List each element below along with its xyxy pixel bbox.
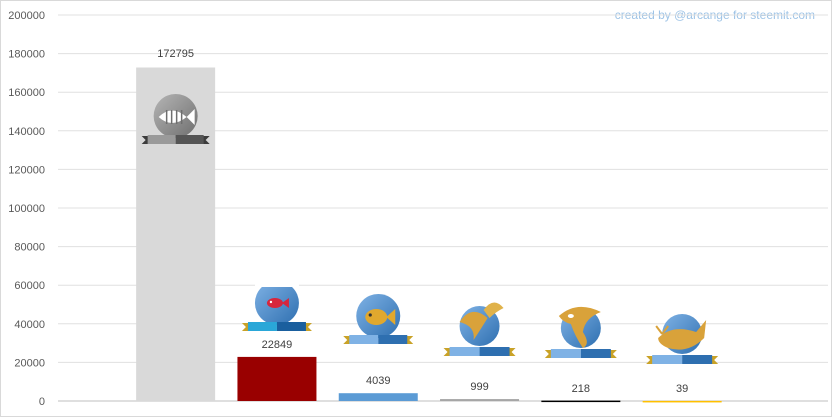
bar xyxy=(440,399,520,401)
data-label: 22849 xyxy=(262,339,293,351)
y-tick-label: 20000 xyxy=(14,357,45,369)
data-label: 999 xyxy=(470,381,488,393)
y-tick-label: 120000 xyxy=(8,164,45,176)
y-tick-label: 40000 xyxy=(14,319,45,331)
data-label: 218 xyxy=(572,383,590,395)
y-tick-label: 140000 xyxy=(8,126,45,138)
whale-badge-icon xyxy=(646,314,719,364)
y-tick-label: 0 xyxy=(39,396,45,408)
bar xyxy=(237,356,317,401)
data-label: 172795 xyxy=(157,48,194,60)
y-tick-label: 60000 xyxy=(14,280,45,292)
data-label: 39 xyxy=(676,383,688,395)
dolphin-badge-icon xyxy=(443,302,516,356)
y-tick-label: 180000 xyxy=(8,49,45,61)
dead-fish-badge-icon xyxy=(141,94,210,144)
y-tick-label: 80000 xyxy=(14,242,45,254)
minnow-badge-icon xyxy=(343,294,414,344)
bar xyxy=(642,400,722,403)
redfish-badge-icon xyxy=(241,279,312,331)
data-label: 4039 xyxy=(366,375,390,387)
y-tick-label: 160000 xyxy=(8,87,45,99)
bar xyxy=(541,400,621,403)
y-tick-label: 200000 xyxy=(8,10,45,22)
orca-badge-icon xyxy=(544,306,617,358)
y-tick-label: 100000 xyxy=(8,203,45,215)
bar xyxy=(338,393,418,401)
